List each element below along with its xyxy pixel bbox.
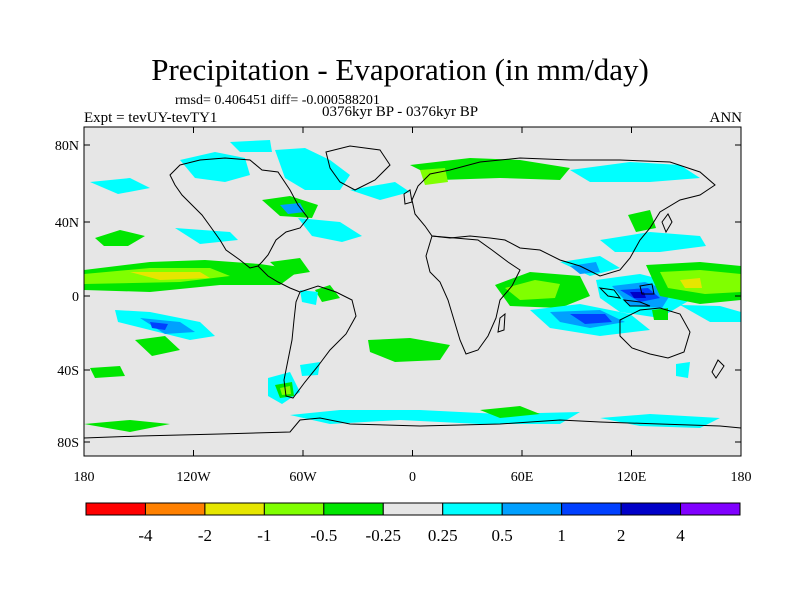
field-patch xyxy=(600,232,706,252)
coastline-japan xyxy=(661,213,673,234)
field-patch xyxy=(84,420,170,432)
coastline-antarctica xyxy=(84,417,741,439)
colorbar-label: 0.5 xyxy=(492,526,513,545)
colorbar-label: 1 xyxy=(557,526,566,545)
colorbar-label: -2 xyxy=(198,526,212,545)
lon-label: 0 xyxy=(409,470,416,485)
lon-label: 60W xyxy=(289,470,317,485)
coastline-south-america xyxy=(283,285,357,399)
field-patch xyxy=(130,272,210,280)
colorbar-label: -4 xyxy=(138,526,153,545)
field-patch xyxy=(350,182,410,200)
coastline-australia xyxy=(619,307,691,359)
field-patch xyxy=(676,362,690,378)
field-patch xyxy=(505,280,560,300)
lon-label: 60E xyxy=(511,470,534,485)
field-patch xyxy=(175,228,238,244)
lon-label: 180 xyxy=(731,470,752,485)
field-patch xyxy=(570,162,700,182)
colorbar-label: 4 xyxy=(676,526,685,545)
lat-label: 80S xyxy=(57,436,79,451)
coastline-new-zealand xyxy=(711,359,725,379)
field-patch xyxy=(628,210,656,232)
field-patch xyxy=(410,158,570,180)
field-patch xyxy=(652,308,668,320)
field-patch xyxy=(180,152,250,182)
coastline-greenland xyxy=(325,145,391,191)
colorbar: -4 -2 -1 -0.5 -0.25 0.25 0.5 1 2 4 xyxy=(85,502,741,545)
field-patch xyxy=(230,140,272,152)
colorbar-swatch xyxy=(85,502,146,516)
lat-label: 0 xyxy=(72,290,79,305)
field-patch xyxy=(135,336,180,356)
lon-label: 180 xyxy=(74,470,95,485)
colorbar-swatch xyxy=(204,502,265,516)
field-patch xyxy=(95,230,145,246)
lat-label: 40N xyxy=(55,216,79,231)
field-patch xyxy=(680,278,702,288)
coastline-africa xyxy=(425,235,521,355)
colorbar-swatch xyxy=(501,502,563,516)
colorbar-swatch xyxy=(680,502,741,516)
season-label: ANN xyxy=(709,110,743,126)
field-patch xyxy=(90,178,150,194)
colorbar-label: 0.25 xyxy=(428,526,458,545)
colorbar-swatch xyxy=(263,502,325,516)
map-axes: 80N 40N 0 40S 80S 180 120W 60W 0 60E 120E 180 xyxy=(55,127,752,485)
field-patch xyxy=(570,314,612,324)
lat-label: 40S xyxy=(57,364,79,379)
colorbar-label: -0.5 xyxy=(310,526,337,545)
field-patch xyxy=(680,305,741,322)
field-patch xyxy=(315,285,340,302)
field-patch xyxy=(298,218,362,242)
colorbar-swatch xyxy=(382,502,444,516)
coastline-central-america xyxy=(257,265,301,293)
field-patch xyxy=(300,362,320,376)
field-patch xyxy=(275,148,350,190)
colorbar-swatch xyxy=(144,502,206,516)
colorbar-label: -1 xyxy=(257,526,271,545)
field-patch xyxy=(150,322,168,330)
colorbar-swatch xyxy=(323,502,384,516)
field-patch xyxy=(290,410,580,424)
field-patch xyxy=(300,290,318,305)
lon-label: 120E xyxy=(617,470,647,485)
map-title: Precipitation - Evaporation (in mm/day) xyxy=(151,52,649,87)
coastline-north-america xyxy=(169,157,309,269)
coastlines xyxy=(84,145,741,439)
field-patch xyxy=(420,168,448,185)
period-label: 0376kyr BP - 0376kyr BP xyxy=(322,104,479,120)
stats-text: rmsd= 0.406451 diff= -0.000588201 xyxy=(175,93,380,108)
colorbar-label: 2 xyxy=(617,526,626,545)
coastline-eurasia xyxy=(411,157,716,277)
field-patch xyxy=(480,406,540,418)
lon-label: 120W xyxy=(176,470,211,485)
colorbar-swatch xyxy=(561,502,622,516)
coastline-uk xyxy=(403,189,413,205)
coastline-indonesia xyxy=(598,283,655,307)
lat-label: 80N xyxy=(55,139,79,154)
field-patch xyxy=(90,366,125,378)
colorbar-swatch xyxy=(442,502,503,516)
field-patch xyxy=(140,318,195,334)
colorbar-label: -0.25 xyxy=(366,526,401,545)
colorbar-swatch xyxy=(620,502,682,516)
coastline-madagascar xyxy=(497,312,506,333)
field-patch xyxy=(368,338,450,362)
experiment-label: Expt = tevUY-tevTY1 xyxy=(84,110,218,126)
field-patch xyxy=(270,258,310,276)
